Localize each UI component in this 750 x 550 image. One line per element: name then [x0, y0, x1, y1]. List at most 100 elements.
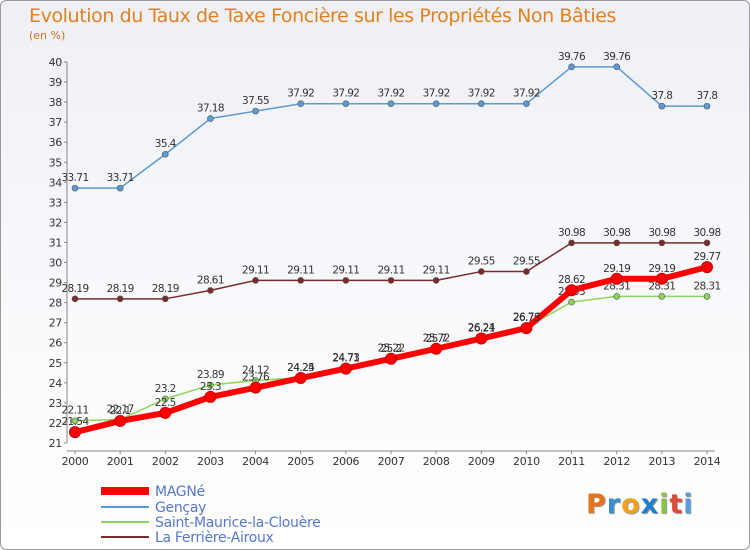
legend-label: Saint-Maurice-la-Clouère	[155, 515, 320, 531]
data-point-magne	[520, 322, 533, 335]
data-label-saint-maurice-la-clouere: 25.22	[377, 342, 404, 354]
x-tick-label: 2007	[378, 455, 405, 468]
y-tick-label: 35	[49, 156, 63, 169]
data-label-la-ferriere-airoux: 29.11	[332, 264, 359, 276]
data-label-gencay: 39.76	[603, 51, 631, 63]
data-label-la-ferriere-airoux: 29.55	[513, 256, 540, 268]
y-tick-label: 36	[49, 136, 63, 149]
data-label-saint-maurice-la-clouere: 23.89	[197, 369, 224, 381]
data-label-magne: 26.73	[513, 312, 540, 324]
data-label-la-ferriere-airoux: 29.11	[377, 264, 404, 276]
data-point-magne	[159, 406, 172, 419]
data-label-magne: 29.77	[693, 251, 720, 263]
data-label-la-ferriere-airoux: 29.11	[242, 264, 269, 276]
data-point-gencay	[342, 100, 350, 108]
data-point-la-ferriere-airoux	[658, 239, 666, 247]
data-point-gencay	[658, 102, 666, 110]
chart-title: Evolution du Taux de Taxe Foncière sur l…	[29, 5, 617, 27]
data-point-la-ferriere-airoux	[252, 277, 259, 284]
series-line-gencay	[75, 66, 707, 189]
logo-letter: x	[640, 489, 660, 520]
y-tick-label: 22	[49, 417, 62, 430]
data-point-la-ferriere-airoux	[568, 239, 575, 247]
logo-letter: i	[683, 489, 694, 520]
data-label-gencay: 37.8	[697, 90, 718, 102]
data-label-gencay: 33.71	[61, 172, 88, 184]
logo-letter: o	[621, 489, 641, 520]
data-point-saint-maurice-la-clouere	[71, 417, 79, 425]
data-label-magne: 22.1	[110, 405, 131, 417]
y-tick-label: 31	[49, 236, 62, 249]
data-point-la-ferriere-airoux	[116, 295, 124, 303]
data-point-la-ferriere-airoux	[477, 268, 485, 275]
data-label-saint-maurice-la-clouere: 23.2	[155, 383, 176, 395]
y-tick-label: 34	[49, 176, 63, 189]
data-label-la-ferriere-airoux: 30.98	[558, 227, 585, 239]
logo-letter: t	[669, 489, 684, 520]
data-point-saint-maurice-la-clouere	[568, 298, 575, 306]
x-tick-label: 2000	[62, 455, 89, 468]
data-label-gencay: 33.71	[107, 172, 134, 184]
data-label-gencay: 37.18	[197, 103, 224, 115]
data-label-gencay: 37.55	[242, 95, 269, 107]
x-tick-label: 2014	[694, 455, 721, 468]
x-tick-label: 2002	[152, 455, 179, 468]
data-label-magne: 29.19	[648, 263, 675, 275]
data-point-saint-maurice-la-clouere	[613, 293, 621, 300]
x-tick-label: 2008	[423, 455, 450, 468]
data-point-magne	[475, 332, 488, 345]
data-label-gencay: 37.92	[377, 88, 404, 100]
y-tick-label: 24	[49, 377, 63, 390]
data-label-magne: 23.3	[200, 381, 221, 393]
data-point-gencay	[613, 63, 621, 71]
data-label-magne: 23.76	[242, 372, 270, 384]
x-tick-label: 2004	[242, 455, 269, 468]
data-point-gencay	[477, 100, 485, 108]
y-tick-label: 29	[49, 277, 63, 290]
data-point-gencay	[207, 115, 214, 122]
x-tick-label: 2012	[603, 455, 630, 468]
data-point-gencay	[568, 63, 575, 71]
data-point-saint-maurice-la-clouere	[161, 395, 169, 403]
y-tick-label: 37	[49, 116, 63, 129]
legend-label: Gençay	[155, 500, 206, 516]
data-point-la-ferriere-airoux	[523, 268, 530, 275]
logo-letter: r	[606, 489, 622, 520]
y-tick-label: 26	[49, 337, 63, 350]
x-tick-label: 2005	[287, 455, 314, 468]
data-label-magne: 25.7	[426, 333, 447, 345]
legend-label: La Ferrière-Airoux	[155, 530, 274, 546]
data-point-gencay	[387, 100, 395, 108]
y-tick-label: 30	[49, 257, 63, 270]
data-point-la-ferriere-airoux	[161, 295, 169, 303]
data-point-magne	[114, 414, 127, 427]
x-tick-label: 2003	[197, 455, 224, 468]
y-tick-label: 23	[49, 397, 63, 410]
data-label-gencay: 37.8	[651, 90, 672, 102]
x-tick-label: 2001	[107, 455, 134, 468]
legend-label: MAGNé	[155, 484, 205, 500]
data-point-la-ferriere-airoux	[613, 239, 621, 247]
data-point-saint-maurice-la-clouere	[703, 293, 711, 300]
data-label-gencay: 37.92	[513, 88, 540, 100]
x-tick-label: 2009	[468, 455, 495, 468]
proxiti-logo: Proxiti	[586, 489, 694, 520]
data-point-gencay	[161, 150, 169, 158]
data-point-gencay	[252, 107, 259, 115]
data-point-la-ferriere-airoux	[297, 277, 305, 284]
data-point-magne	[204, 390, 217, 403]
data-point-gencay	[116, 184, 124, 192]
x-tick-label: 2006	[332, 455, 359, 468]
data-point-la-ferriere-airoux	[342, 277, 350, 284]
data-label-gencay: 37.92	[332, 88, 359, 100]
y-tick-label: 33	[49, 196, 63, 209]
data-label-magne: 24.71	[332, 353, 359, 365]
data-point-la-ferriere-airoux	[71, 295, 79, 303]
y-tick-label: 27	[49, 317, 63, 330]
data-label-la-ferriere-airoux: 30.98	[603, 227, 630, 239]
data-label-magne: 24.24	[287, 362, 315, 374]
data-label-la-ferriere-airoux: 29.11	[287, 264, 314, 276]
data-point-gencay	[523, 100, 530, 108]
